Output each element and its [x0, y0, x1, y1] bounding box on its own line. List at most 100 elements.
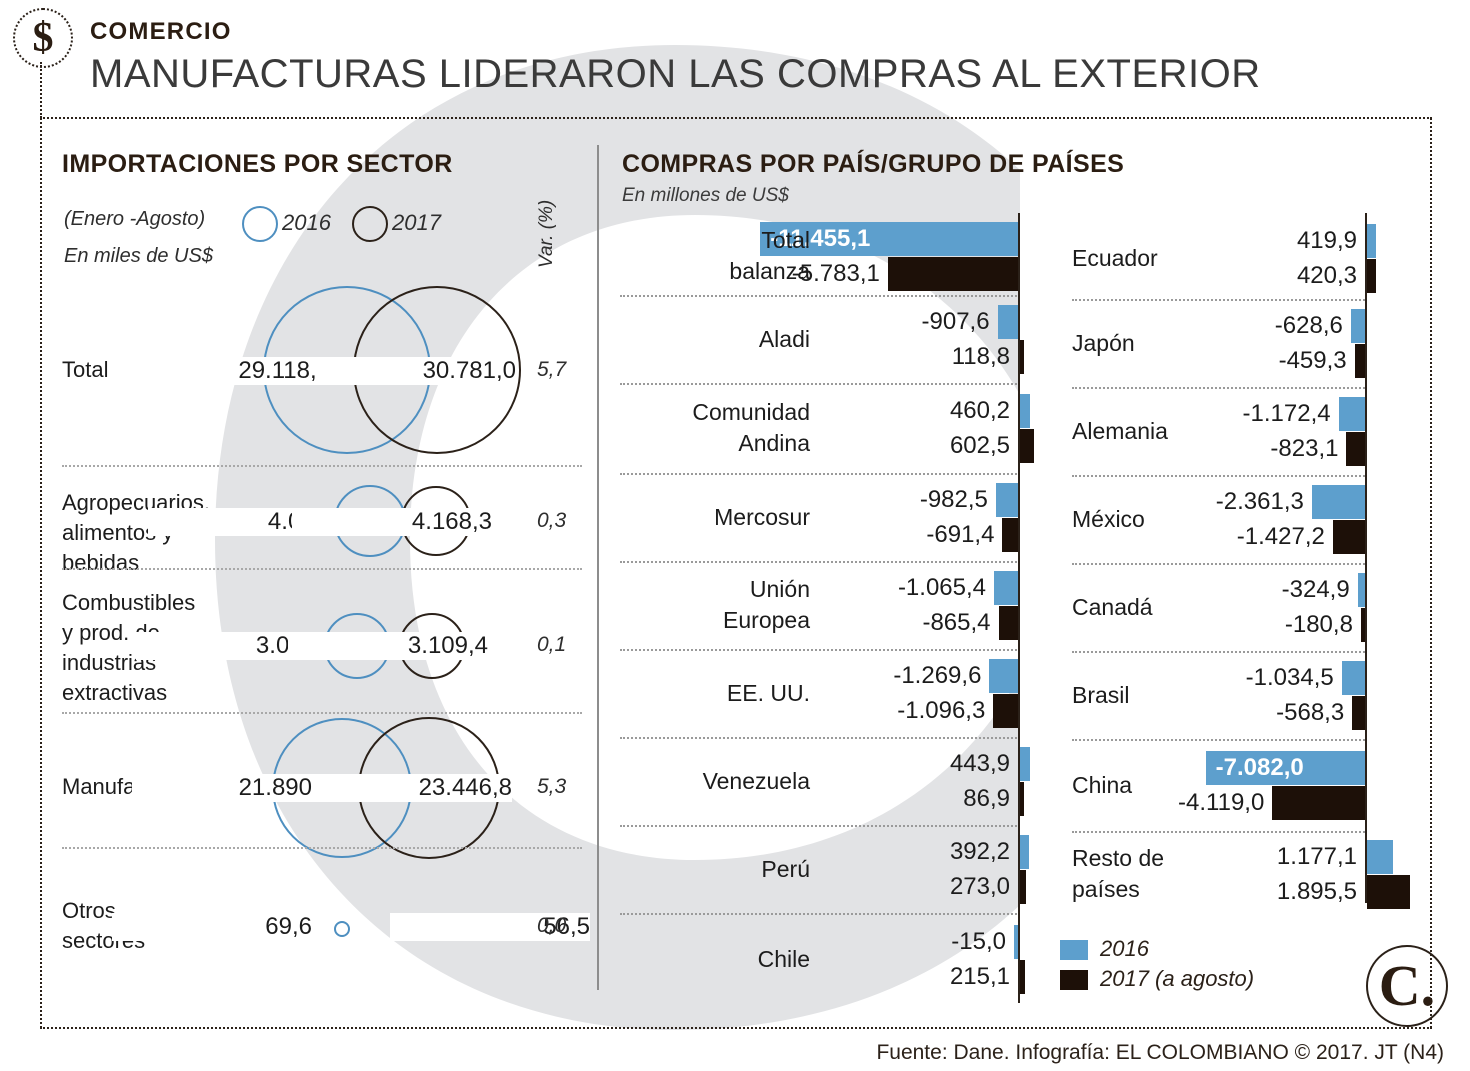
bar-axis-line: [1365, 213, 1367, 903]
country-row-separator: [1072, 475, 1365, 477]
dollar-icon: $: [13, 8, 73, 68]
country-row-separator: [620, 383, 1020, 385]
frame-left-border: [40, 118, 42, 1028]
bar-2017: [1352, 696, 1365, 730]
country-name: Ecuador: [1072, 244, 1158, 271]
left-units-note: En miles de US$: [64, 245, 213, 267]
country-name: Total balanza: [729, 227, 810, 284]
bar-2016: [997, 305, 1018, 339]
sector-variation: 0,1: [537, 633, 567, 656]
country-name: Aladi: [758, 325, 810, 352]
bar-2016: [1205, 751, 1365, 785]
bar-value-2016: -7.082,0: [1215, 754, 1304, 781]
bar-2017: [1272, 786, 1365, 820]
var-axis-label: Var. (%): [536, 199, 557, 268]
bar-2017: [1367, 259, 1377, 293]
sector-row-separator: [62, 847, 582, 849]
country-name: Resto de países: [1072, 845, 1165, 902]
bar-2016: [1338, 397, 1365, 431]
bar-2017: [1020, 960, 1025, 994]
bar-value-2016: -1.172,4: [1242, 400, 1331, 427]
country-row-separator: [1072, 563, 1365, 565]
bar-axis-line: [1018, 213, 1020, 1003]
bar-2017: [993, 694, 1018, 728]
bar-value-2017: -568,3: [1276, 699, 1345, 726]
frame-top-border: [40, 117, 1432, 119]
bar-2017: [1332, 520, 1365, 554]
left-panel-title: IMPORTACIONES POR SECTOR: [62, 150, 453, 178]
bar-value-2016: -11.455,1: [770, 225, 871, 252]
bar-2016: [1341, 661, 1365, 695]
country-name: Canadá: [1072, 593, 1153, 620]
bar-value-2016: 419,9: [1296, 227, 1357, 254]
bar-value-2017: -4.119,0: [1178, 789, 1265, 816]
bar-2016: [1020, 394, 1031, 428]
country-name: Brasil: [1072, 681, 1130, 708]
country-name: Alemania: [1072, 417, 1168, 444]
right-panel-title: COMPRAS POR PAÍS/GRUPO DE PAÍSES: [622, 150, 1125, 178]
bar-2016: [994, 571, 1018, 605]
bar-2017: [1346, 432, 1365, 466]
sector-row-separator: [62, 712, 582, 714]
bar-value-2016: 1.177,1: [1276, 843, 1357, 870]
country-row-separator: [620, 913, 1020, 915]
bar-value-2017: -823,1: [1270, 435, 1339, 462]
country-row-separator: [620, 561, 1020, 563]
country-row-separator: [620, 295, 1020, 297]
bar-2016: [1350, 309, 1365, 343]
sector-row-separator: [62, 568, 582, 570]
sector-name: Combustibles y prod. de industrias extra…: [62, 590, 196, 705]
sector-row-separator: [62, 465, 582, 467]
bar-2017: [1020, 429, 1034, 463]
legend-label-2017: 2017: [392, 210, 441, 235]
country-name: Venezuela: [702, 767, 810, 794]
country-row-separator: [620, 737, 1020, 739]
kicker-label: COMERCIO: [90, 18, 232, 45]
bar-value-2016: -2.361,3: [1215, 488, 1304, 515]
legend-label-bars-2017: 2017 (a agosto): [1100, 966, 1255, 991]
bar-2016: [1357, 573, 1365, 607]
bar-2017: [1360, 608, 1365, 642]
country-name: China: [1072, 771, 1133, 798]
legend-label-bars-2016: 2016: [1100, 936, 1149, 961]
country-row-separator: [1072, 299, 1365, 301]
bar-value-2016: -628,6: [1274, 312, 1343, 339]
bar-2017: [1367, 875, 1410, 909]
bar-2017: [1002, 518, 1018, 552]
frame-stem: [40, 62, 42, 118]
legend-label-2016: 2016: [282, 210, 331, 235]
bar-value-2017: 420,3: [1296, 262, 1357, 289]
country-name: Comunidad Andina: [692, 399, 810, 456]
bars-legend: 2016 2017 (a agosto): [1060, 936, 1320, 996]
frame-right-border: [1430, 118, 1432, 1028]
sector-value-2016: 29.118,3: [130, 357, 330, 385]
country-row-separator: [620, 825, 1020, 827]
country-name: Japón: [1072, 329, 1135, 356]
country-name: Unión Europea: [723, 576, 810, 633]
bar-value-2017: -180,8: [1284, 611, 1353, 638]
bar-2016: [1367, 224, 1377, 258]
frame-bottom-border: [40, 1027, 1432, 1029]
bar-2017: [998, 606, 1018, 640]
el-colombiano-logo: C.: [1366, 945, 1448, 1027]
sector-variation: 0,0: [537, 914, 567, 937]
country-row-separator: [620, 473, 1020, 475]
bar-2017: [1020, 782, 1024, 816]
country-name: Perú: [761, 855, 810, 882]
sector-variation: 0,3: [537, 509, 567, 532]
country-row-separator: [1072, 739, 1365, 741]
sector-variation: 5,3: [537, 775, 567, 798]
country-row-separator: [1072, 387, 1365, 389]
country-name: EE. UU.: [726, 679, 810, 706]
bar-value-2017: 1.895,5: [1276, 878, 1357, 905]
sector-value-2017: 30.781,0: [316, 357, 516, 385]
bar-2016: [1020, 835, 1029, 869]
bar-2016: [1020, 747, 1030, 781]
bubble-2016: [334, 921, 350, 937]
bar-value-2017: -459,3: [1278, 347, 1347, 374]
country-row-separator: [1072, 651, 1365, 653]
legend-swatch-2017: [1060, 970, 1088, 990]
country-name: Chile: [757, 945, 810, 972]
bar-2017: [1020, 870, 1027, 904]
legend-circle-2017: [352, 206, 388, 242]
